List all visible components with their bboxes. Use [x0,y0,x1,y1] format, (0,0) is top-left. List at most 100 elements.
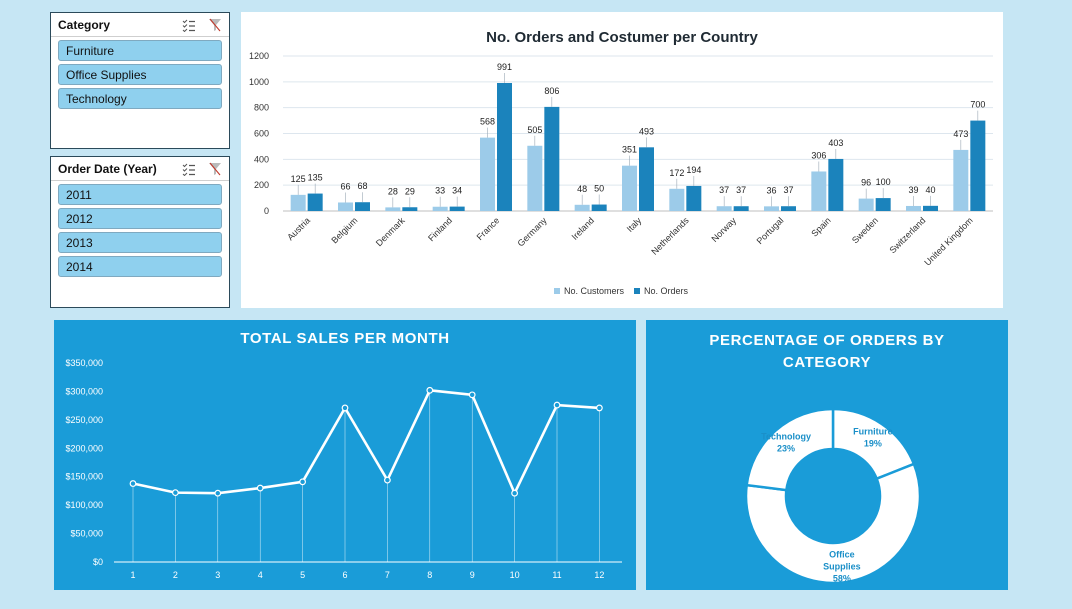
donut-chart: Furniture 19% Office Supplies 58% Technology 2… [744,407,922,585]
legend-label-customers: No. Customers [564,286,625,296]
x-tick-label-germany: Germany [516,215,550,249]
data-label-no-customers-spain: 306 [811,150,826,160]
legend-label-orders: No. Orders [644,286,689,296]
slicer-item-2011[interactable]: 2011 [58,184,222,205]
bar-no-orders-portugal [781,206,796,211]
donut-slice-office-supplies [744,462,922,585]
data-point-month-11 [553,401,561,409]
y-tick-label: $250,000 [65,415,103,425]
bar-no-customers-united-kingdom [953,149,969,211]
bar-no-customers-norway [716,206,732,211]
bar-no-orders-finland [449,206,465,211]
x-tick-label-9: 9 [470,570,475,580]
bar-no-customers-belgium [338,202,353,211]
order-date-slicer: Order Date (Year) 2011 2012 2013 2014 [50,156,230,308]
bar-no-customers-switzerland [906,205,921,211]
slicer-item-2013[interactable]: 2013 [58,232,222,253]
x-tick-label-4: 4 [258,570,263,580]
y-tick-label: $150,000 [65,472,103,482]
data-label-no-customers-portugal: 36 [766,185,776,195]
y-tick-label: 0 [264,206,269,216]
bar-no-customers-italy [622,165,637,211]
data-label-no-orders-united-kingdom: 700 [970,100,985,110]
clear-filter-icon[interactable] [208,162,222,176]
slicer-item-furniture[interactable]: Furniture [58,40,222,61]
x-tick-label-11: 11 [552,570,561,580]
data-point-month-10 [511,489,519,497]
donut-label-office-supplies: Office Supplies 58% [823,549,861,583]
y-tick-label: 1200 [249,51,269,61]
x-tick-label-2: 2 [173,570,178,580]
data-label-no-orders-netherlands: 194 [686,165,701,175]
orders-customers-chart-panel: No. Orders and Costumer per Country 0 200… [241,12,1003,308]
data-label-no-orders-germany: 806 [544,86,559,96]
bar-no-customers-ireland [574,204,590,211]
multi-select-icon[interactable] [182,162,196,176]
x-tick-label-ireland: Ireland [570,215,597,242]
sales-line [132,388,600,497]
x-tick-label-switzerland: Switzerland [887,215,927,255]
data-label-no-orders-france: 991 [497,62,512,72]
bar-no-orders-germany [544,106,560,211]
x-tick-label-belgium: Belgium [329,215,359,245]
slicer-item-technology[interactable]: Technology [58,88,222,109]
y-tick-label: $200,000 [65,443,103,453]
bar-no-orders-belgium [355,202,370,211]
x-tick-label-6: 6 [342,570,347,580]
bar-no-customers-netherlands [669,188,685,211]
slicer-item-office-supplies[interactable]: Office Supplies [58,64,222,85]
y-tick-label: $300,000 [65,386,103,396]
x-tick-label-united-kingdom: United Kingdom [922,215,974,267]
clear-filter-icon[interactable] [208,18,222,32]
y-tick-label: $100,000 [65,500,103,510]
bar-no-orders-italy [639,147,654,211]
bar-no-orders-switzerland [923,205,938,211]
order-date-slicer-title: Order Date (Year) [58,162,157,176]
slicer-item-2012[interactable]: 2012 [58,208,222,229]
data-point-month-9 [468,391,476,399]
y-tick-label: 1000 [249,77,269,87]
multi-select-icon[interactable] [182,18,196,32]
bar-no-orders-spain [828,158,844,211]
y-tick-label: 800 [254,103,269,113]
bar-no-customers-germany [527,145,543,211]
x-tick-label-norway: Norway [709,215,738,244]
donut-chart-title: PERCENTAGE OF ORDERS BY CATEGORY [709,332,945,371]
x-tick-label-finland: Finland [426,215,454,243]
data-point-month-8 [426,386,434,394]
data-label-no-orders-norway: 37 [736,185,746,195]
orders-by-category-chart-panel: PERCENTAGE OF ORDERS BY CATEGORY Furnitu… [646,320,1008,590]
data-label-no-customers-netherlands: 172 [669,168,684,178]
x-tick-label-5: 5 [300,570,305,580]
bar-no-customers-denmark [385,207,401,211]
data-point-month-3 [214,489,222,497]
data-label-no-customers-italy: 351 [622,145,637,155]
x-tick-label-8: 8 [427,570,432,580]
y-tick-label: 600 [254,129,269,139]
x-tick-label-10: 10 [510,570,520,580]
slicer-item-2014[interactable]: 2014 [58,256,222,277]
data-label-no-customers-sweden: 96 [861,178,871,188]
data-point-month-6 [341,404,349,412]
data-label-no-customers-austria: 125 [291,174,306,184]
legend-item-customers: No. Customers [554,286,624,296]
x-tick-label-1: 1 [130,570,135,580]
y-tick-label: 400 [254,154,269,164]
x-tick-label-12: 12 [594,570,604,580]
data-point-month-2 [171,489,179,497]
data-label-no-orders-switzerland: 40 [925,185,935,195]
data-point-month-5 [299,478,307,486]
data-label-no-customers-finland: 33 [435,186,445,196]
x-tick-label-portugal: Portugal [755,215,786,246]
bar-chart-title: No. Orders and Costumer per Country [486,29,758,46]
bar-no-orders-ireland [591,204,607,211]
x-tick-label-spain: Spain [809,215,832,238]
legend-item-orders: No. Orders [634,286,688,296]
data-label-no-orders-sweden: 100 [876,177,891,187]
data-label-no-customers-ireland: 48 [577,184,587,194]
bar-no-orders-denmark [402,207,418,211]
data-point-month-1 [129,480,137,487]
sales-per-month-chart-panel: TOTAL SALES PER MONTH $0 $50,000 $100,000 $… [54,320,636,590]
x-tick-label-7: 7 [385,570,390,580]
data-label-no-orders-austria: 135 [308,173,323,183]
